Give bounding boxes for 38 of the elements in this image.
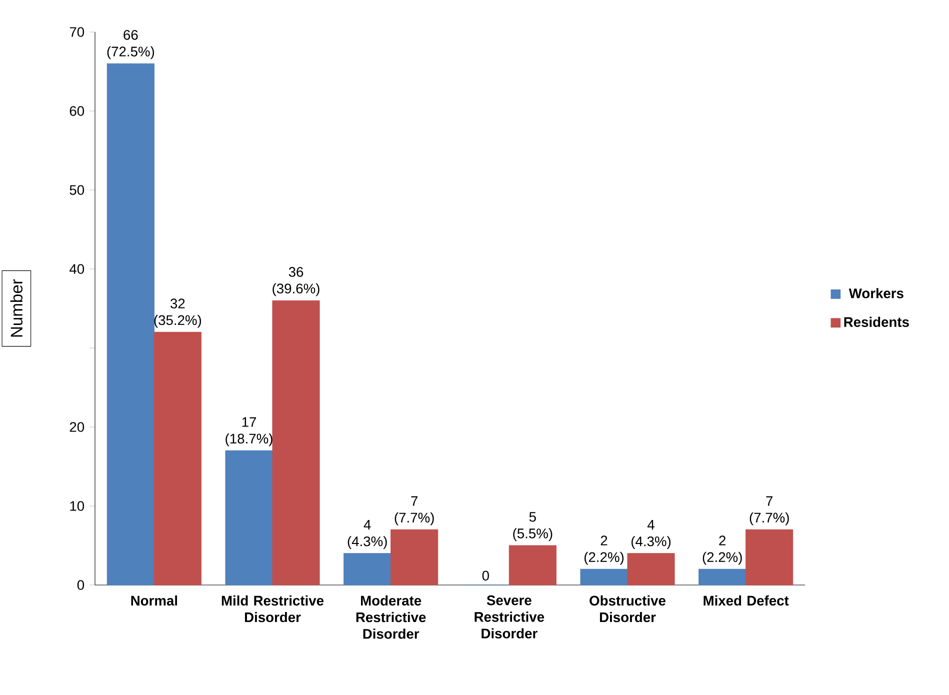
- y-axis-title: Number: [10, 279, 23, 337]
- bar: [154, 332, 202, 586]
- bar: [272, 300, 320, 586]
- bar: [390, 529, 438, 586]
- legend-label: Residents: [844, 316, 909, 327]
- data-label: 0: [482, 570, 489, 581]
- y-tick-label: 40: [70, 264, 84, 274]
- bar: [580, 568, 628, 586]
- data-label: 36 (39.6%): [272, 267, 320, 296]
- bar: [627, 553, 675, 586]
- bar: [698, 568, 746, 586]
- bar: [508, 545, 556, 586]
- x-tick-label: Mixed Defect: [704, 595, 789, 606]
- x-tick-label: Mild Restrictive Disorder: [222, 595, 324, 622]
- data-label: 17 (18.7%): [226, 417, 272, 446]
- data-label: 7 (7.7%): [394, 496, 434, 526]
- data-label: 2 (2.2%): [702, 536, 742, 565]
- bar: [106, 63, 154, 586]
- x-tick-label: Severe Restrictive Disorder: [474, 595, 544, 638]
- y-tick-label: 50: [70, 185, 84, 195]
- data-label: 4 (4.3%): [631, 520, 671, 549]
- y-tick-label: 20: [70, 422, 84, 432]
- y-tick-label: 10: [70, 501, 84, 511]
- x-tick-label: Normal: [131, 595, 178, 606]
- data-label: 66 (72.5%): [107, 30, 154, 60]
- bar: [746, 529, 794, 586]
- bar: [344, 553, 392, 586]
- y-tick-label: 70: [70, 27, 84, 37]
- x-tick-label: Moderate Restrictive Disorder: [356, 595, 426, 639]
- y-tick-label: 0: [77, 580, 84, 590]
- y-tick-label: 60: [70, 106, 84, 116]
- legend-label: Workers: [848, 288, 904, 298]
- data-label: 4 (4.3%): [348, 520, 387, 549]
- data-label: 2 (2.2%): [584, 536, 624, 565]
- data-label: 5 (5.5%): [513, 512, 552, 542]
- x-tick-label: Obstructive Disorder: [590, 595, 666, 622]
- bar: [225, 450, 273, 586]
- data-label: 7 (7.7%): [750, 496, 789, 526]
